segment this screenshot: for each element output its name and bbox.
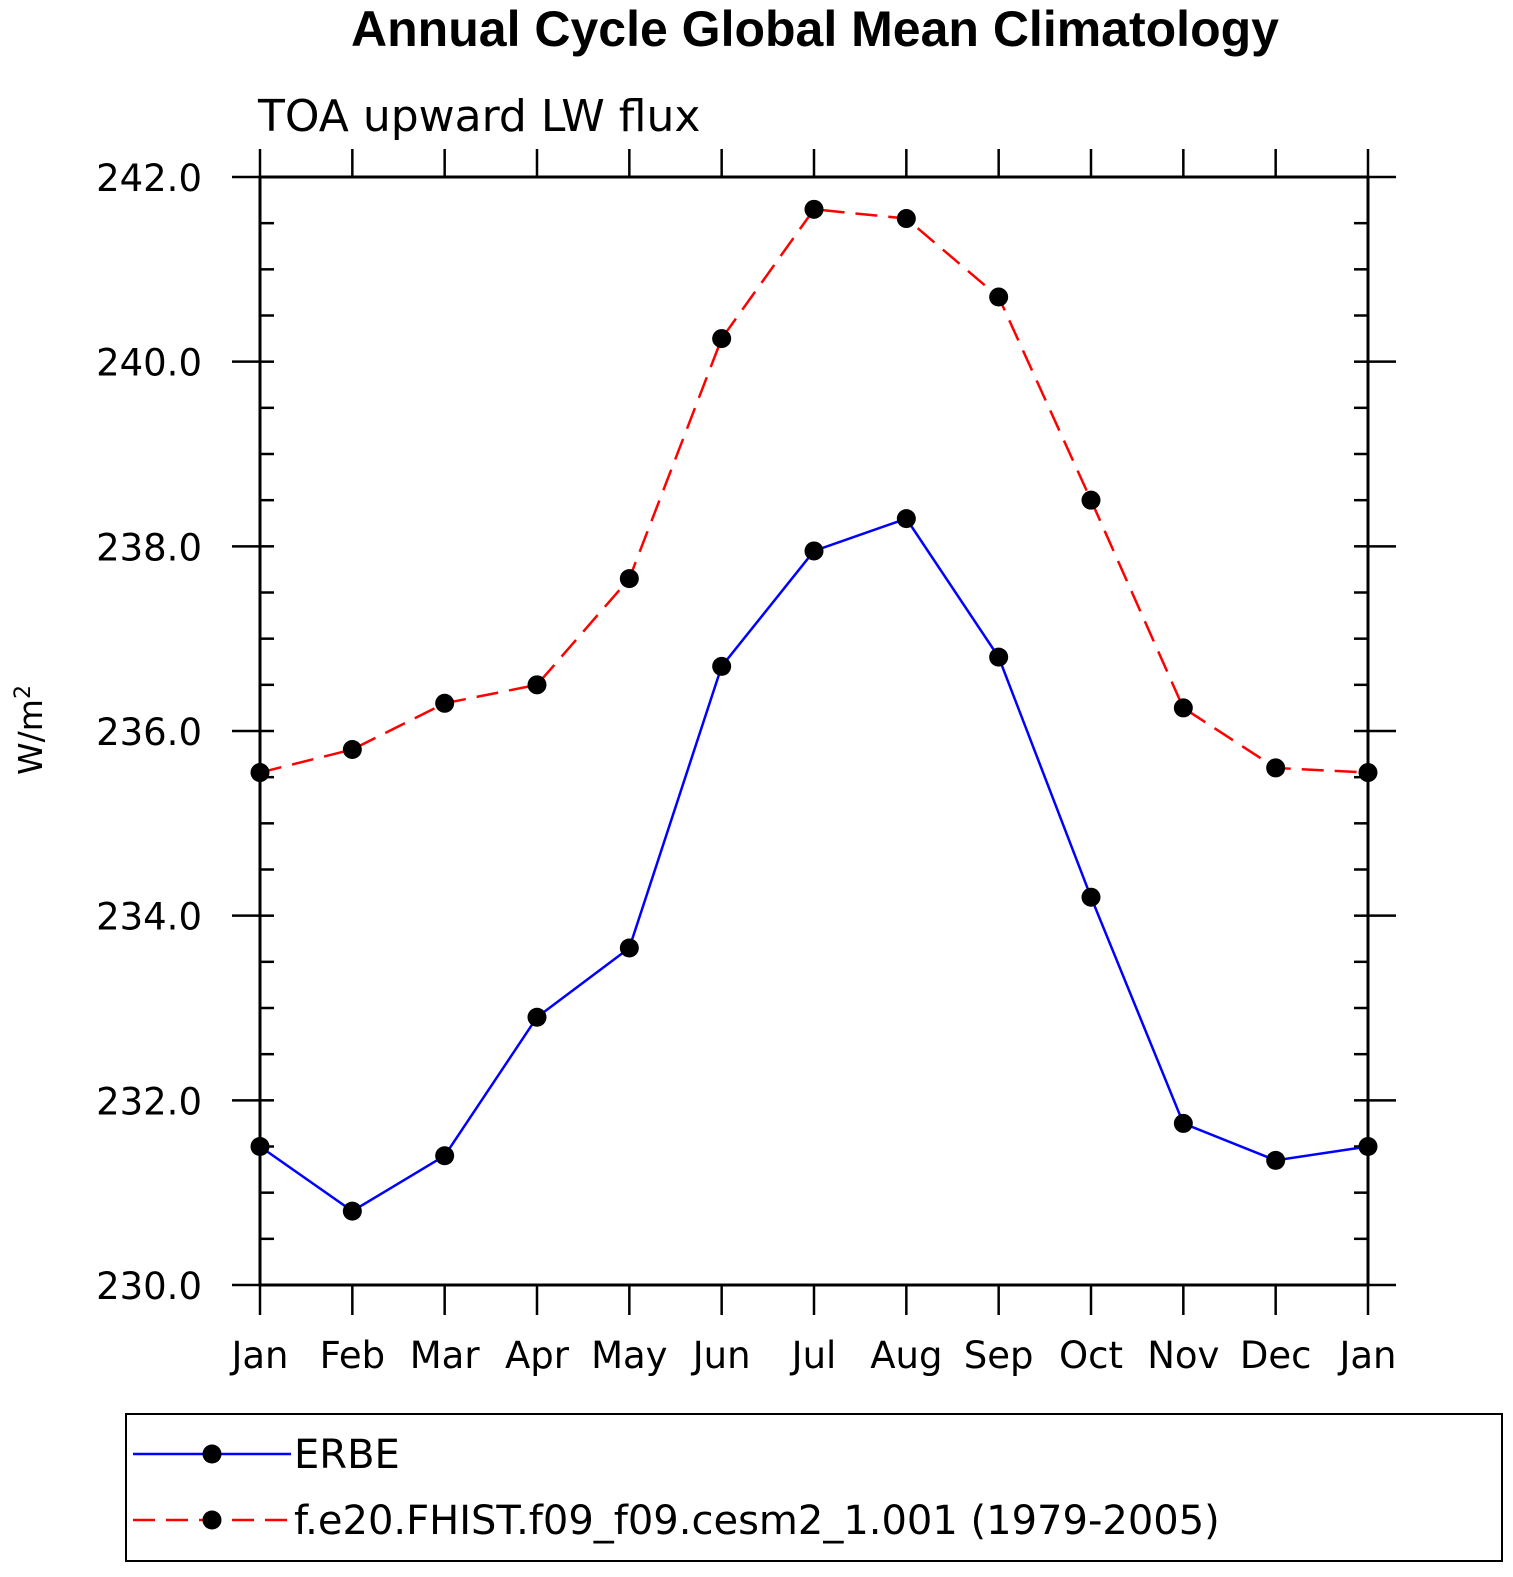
series-1-point [250, 1137, 270, 1156]
svg-text:W/m2: W/m2 [11, 685, 50, 775]
series-1-point [435, 1146, 455, 1166]
y-tick-label: 236.0 [96, 711, 202, 754]
legend-marker-1 [202, 1444, 222, 1464]
x-tick-label: Dec [1240, 1334, 1312, 1377]
series-1-point [896, 509, 916, 529]
ticks-layer: 230.0 232.0 234.0 236.0 238.0 240.0 242.0 Jan Fe… [96, 149, 1397, 1377]
series-2-point [527, 675, 547, 695]
series-1-point [989, 647, 1009, 667]
series-1-point [1266, 1150, 1286, 1170]
y-tick-label: 232.0 [96, 1080, 202, 1123]
series-1-point [1081, 887, 1101, 907]
x-tick-label: Jul [790, 1334, 837, 1377]
series-1-point [1358, 1137, 1378, 1156]
y-tick-label: 234.0 [96, 896, 202, 939]
series-2-point [342, 739, 362, 759]
series-2-point [712, 329, 732, 349]
x-tick-label: Mar [410, 1334, 481, 1377]
series-2-point [989, 287, 1009, 307]
series-1-point [1173, 1113, 1193, 1133]
plot-frame [258, 175, 1370, 1287]
series-1-point [342, 1201, 362, 1221]
series-2-point [1081, 490, 1101, 510]
series-1-point [804, 541, 824, 561]
series-2-point [896, 209, 916, 229]
series-layer [250, 199, 1378, 1221]
chart-subtitle: TOA upward LW flux [257, 91, 700, 142]
series-line-1 [259, 517, 1369, 1213]
series-2-point [435, 693, 455, 713]
y-axis-label-text: W/m [11, 699, 50, 775]
series-2-point [804, 199, 824, 219]
series-1-point [712, 656, 732, 676]
x-tick-label: Jan [229, 1334, 288, 1377]
y-axis-label-superscript: 2 [11, 685, 36, 699]
y-tick-label: 242.0 [96, 157, 202, 200]
x-tick-label: Sep [964, 1334, 1034, 1377]
legend-box [125, 1413, 1503, 1562]
x-tick-label: Oct [1059, 1334, 1123, 1377]
legend: ERBE f.e20.FHIST.f09_f09.cesm2_1.001 (197… [125, 1413, 1503, 1562]
legend-label-2: f.e20.FHIST.f09_f09.cesm2_1.001 (1979-20… [294, 1498, 1220, 1544]
series-2-point [619, 569, 639, 589]
y-tick-label: 238.0 [96, 526, 202, 569]
series-1-point [619, 938, 639, 958]
y-tick-label: 240.0 [96, 342, 202, 385]
x-tick-label: Jan [1337, 1334, 1396, 1377]
x-tick-label: Jun [691, 1334, 751, 1377]
legend-label-1: ERBE [294, 1432, 400, 1478]
y-tick-label: 230.0 [96, 1265, 202, 1308]
series-1-point [527, 1007, 547, 1027]
x-tick-label: Apr [505, 1334, 570, 1377]
series-2-point [1173, 698, 1193, 718]
x-tick-label: Feb [320, 1334, 386, 1377]
x-tick-label: Aug [870, 1334, 942, 1377]
chart-title: Annual Cycle Global Mean Climatology [351, 1, 1279, 57]
legend-marker-2 [202, 1510, 222, 1530]
x-tick-label: Nov [1147, 1334, 1219, 1377]
y-axis-label: W/m2 [11, 685, 50, 775]
series-line-2 [259, 208, 1369, 774]
legend-entries: ERBE f.e20.FHIST.f09_f09.cesm2_1.001 (197… [133, 1432, 1220, 1544]
x-tick-label: May [591, 1334, 668, 1377]
series-2-point [1358, 763, 1378, 783]
series-2-point [250, 763, 270, 783]
series-2-point [1266, 758, 1286, 778]
